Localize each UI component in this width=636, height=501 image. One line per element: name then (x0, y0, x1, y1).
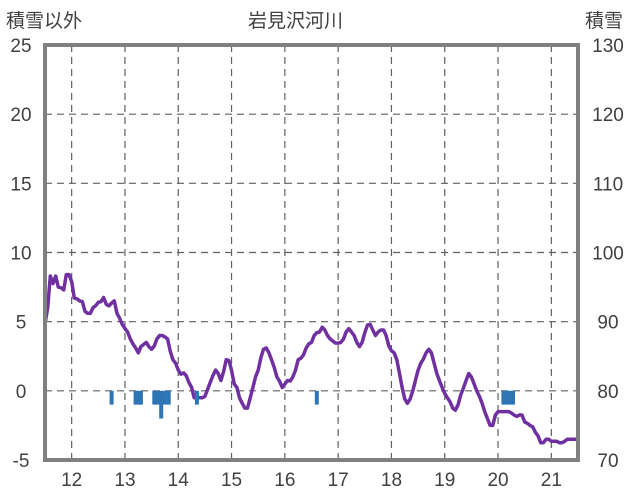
x-tick-label: 21 (541, 470, 562, 491)
bar (159, 390, 164, 419)
bar (162, 390, 167, 405)
left-axis-label: 積雪以外 (6, 11, 83, 32)
right-tick-label: 70 (597, 451, 618, 472)
right-tick-label: 90 (597, 313, 618, 334)
bar (507, 390, 512, 405)
x-tick-label: 13 (114, 470, 135, 491)
right-tick-label: 110 (593, 174, 623, 195)
x-tick-label: 12 (61, 470, 82, 491)
bar (152, 390, 157, 405)
bar (511, 390, 515, 405)
right-tick-label: 80 (597, 382, 618, 403)
x-tick-label: 19 (434, 470, 455, 491)
bar (501, 390, 506, 405)
snow-depth-line (43, 272, 580, 445)
bar (136, 390, 141, 405)
x-tick-label: 18 (381, 470, 402, 491)
left-tick-label: 5 (16, 313, 27, 334)
right-tick-label: 100 (592, 244, 624, 265)
x-tick-label: 20 (487, 470, 508, 491)
left-tick-label: 20 (10, 105, 31, 126)
right-tick-label: 120 (592, 105, 624, 126)
bar (166, 390, 171, 405)
bar (133, 390, 138, 405)
left-tick-label: 10 (10, 244, 31, 265)
left-tick-label: 25 (10, 36, 31, 57)
left-tick-label: 15 (10, 174, 31, 195)
x-tick-label: 14 (168, 470, 190, 491)
bar (138, 390, 143, 405)
x-tick-label: 17 (328, 470, 349, 491)
bar (504, 390, 508, 405)
left-tick-label: 0 (16, 382, 27, 403)
bar (156, 390, 160, 405)
right-axis-label: 積雪 (585, 11, 624, 32)
left-tick-label: -5 (13, 451, 30, 472)
bar (109, 390, 114, 405)
bar (194, 390, 199, 405)
x-tick-label: 16 (274, 470, 295, 491)
right-tick-label: 130 (592, 36, 624, 57)
chart-title: 岩見沢河川 (248, 11, 344, 32)
bar (314, 390, 319, 405)
plot-frame (43, 43, 580, 462)
x-tick-label: 15 (221, 470, 242, 491)
